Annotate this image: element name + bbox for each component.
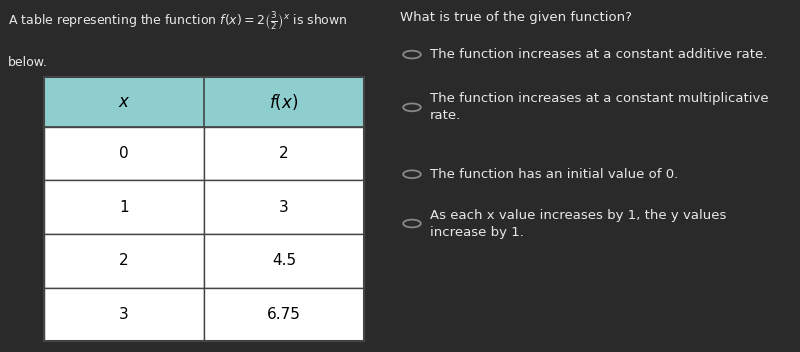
Text: 3: 3 bbox=[119, 307, 129, 322]
Text: below.: below. bbox=[8, 56, 48, 69]
Bar bbox=[44, 77, 364, 127]
Bar bbox=[44, 127, 204, 180]
Bar bbox=[204, 234, 364, 288]
Text: $f(x)$: $f(x)$ bbox=[270, 92, 298, 112]
Text: A table representing the function $f(x) = 2\left(\frac{3}{2}\right)^x$ is shown: A table representing the function $f(x) … bbox=[8, 11, 348, 32]
Bar bbox=[44, 180, 204, 234]
Text: 6.75: 6.75 bbox=[267, 307, 301, 322]
Bar bbox=[204, 288, 364, 341]
Bar bbox=[44, 288, 204, 341]
Text: 1: 1 bbox=[119, 200, 129, 215]
Text: As each x value increases by 1, the y values
increase by 1.: As each x value increases by 1, the y va… bbox=[430, 208, 726, 239]
Text: The function increases at a constant additive rate.: The function increases at a constant add… bbox=[430, 48, 767, 61]
Text: 2: 2 bbox=[119, 253, 129, 269]
Text: 0: 0 bbox=[119, 146, 129, 161]
Text: The function has an initial value of 0.: The function has an initial value of 0. bbox=[430, 168, 678, 181]
Bar bbox=[204, 127, 364, 180]
Text: $x$: $x$ bbox=[118, 93, 130, 111]
Bar bbox=[204, 180, 364, 234]
Bar bbox=[44, 234, 204, 288]
Text: What is true of the given function?: What is true of the given function? bbox=[400, 11, 632, 24]
Text: 4.5: 4.5 bbox=[272, 253, 296, 269]
Text: The function increases at a constant multiplicative
rate.: The function increases at a constant mul… bbox=[430, 92, 768, 122]
Text: 2: 2 bbox=[279, 146, 289, 161]
Bar bbox=[44, 77, 364, 341]
Text: 3: 3 bbox=[279, 200, 289, 215]
